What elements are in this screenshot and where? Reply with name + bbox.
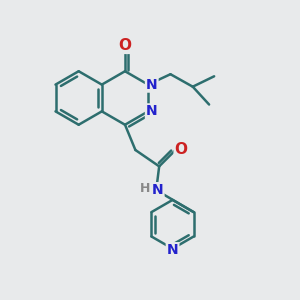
Text: O: O xyxy=(118,38,131,53)
Text: H: H xyxy=(140,182,150,195)
Text: O: O xyxy=(175,142,188,157)
Text: N: N xyxy=(152,183,164,197)
Text: N: N xyxy=(146,104,158,118)
Text: N: N xyxy=(146,78,158,92)
Text: N: N xyxy=(167,243,178,257)
